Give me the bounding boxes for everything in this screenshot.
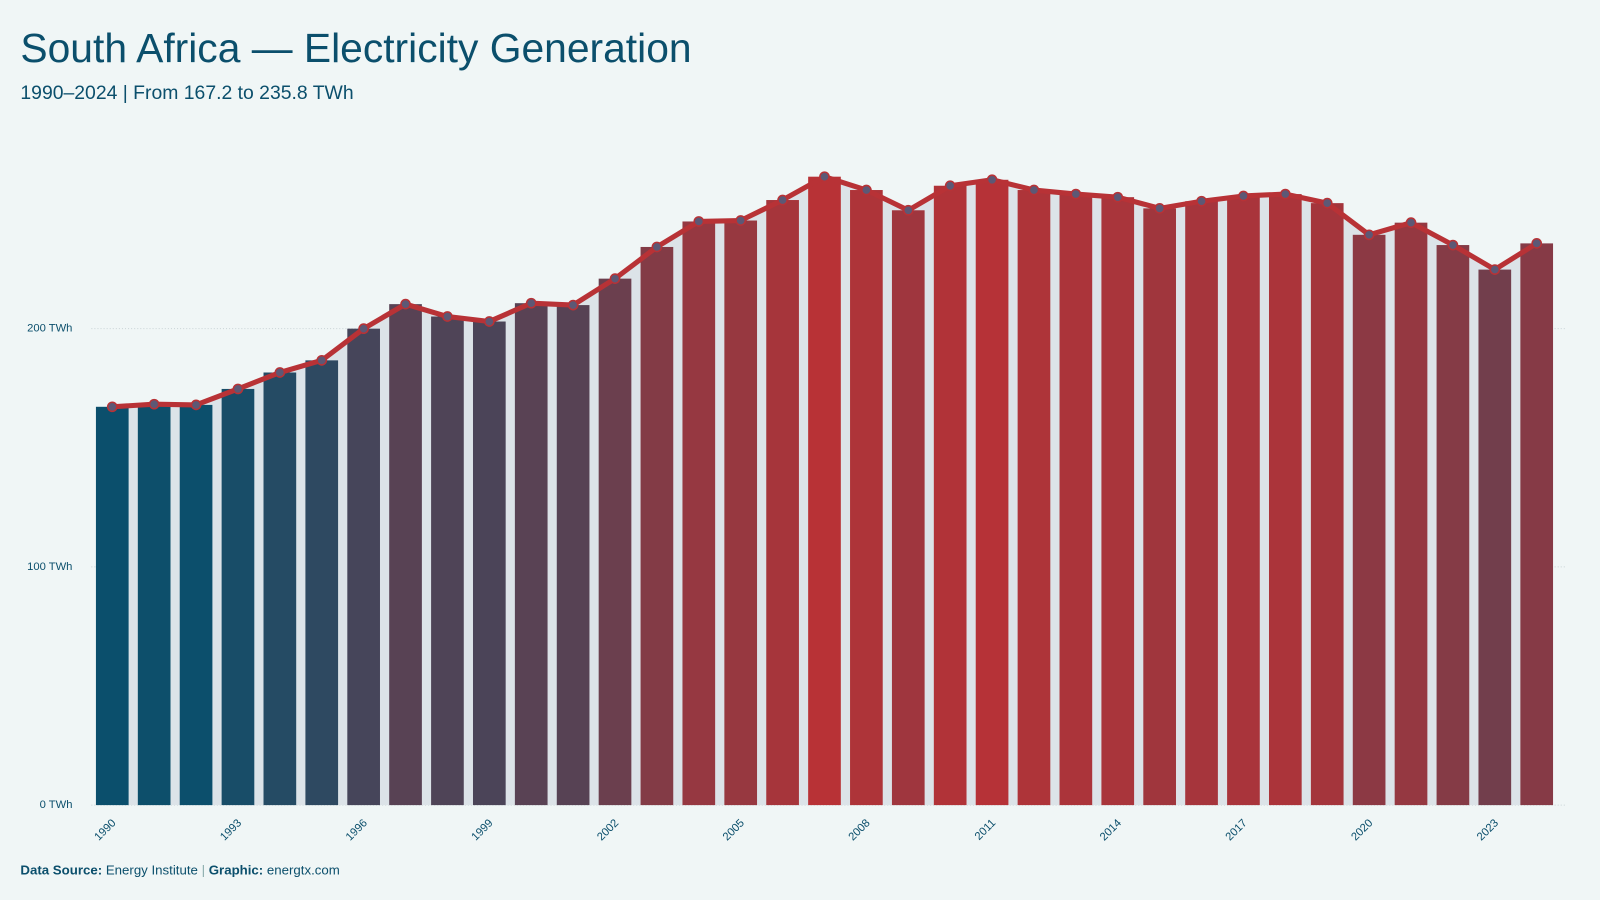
marker bbox=[609, 273, 621, 284]
bar bbox=[347, 328, 380, 806]
x-tick-label: 1996 bbox=[344, 817, 370, 843]
x-tick-label: 2023 bbox=[1475, 817, 1501, 843]
source-label: Data Source: bbox=[20, 862, 102, 877]
y-tick-label: 100 TWh bbox=[27, 561, 72, 573]
bar bbox=[1268, 194, 1302, 806]
bar bbox=[179, 404, 213, 806]
marker bbox=[693, 216, 705, 227]
marker bbox=[861, 184, 872, 196]
bar bbox=[640, 246, 674, 806]
marker bbox=[1363, 229, 1375, 241]
separator: | bbox=[202, 862, 205, 877]
bar bbox=[1478, 269, 1512, 806]
marker bbox=[1405, 217, 1417, 229]
x-tick-label: 2017 bbox=[1224, 817, 1250, 843]
marker bbox=[442, 311, 453, 322]
marker bbox=[819, 171, 830, 183]
marker bbox=[1238, 190, 1249, 202]
bar bbox=[1520, 243, 1554, 806]
bar bbox=[1017, 190, 1051, 806]
x-tick-label: 1990 bbox=[92, 817, 118, 843]
marker bbox=[1070, 188, 1082, 200]
source: Energy Institute bbox=[106, 862, 198, 877]
bar bbox=[933, 185, 967, 806]
marker bbox=[1321, 197, 1333, 209]
bar bbox=[472, 321, 506, 806]
bar bbox=[1143, 208, 1176, 806]
bar bbox=[305, 360, 339, 806]
y-tick-label: 0 TWh bbox=[40, 799, 73, 811]
bar bbox=[1227, 195, 1260, 806]
marker bbox=[902, 204, 914, 216]
bar bbox=[389, 304, 422, 806]
bar bbox=[556, 305, 590, 806]
bar bbox=[95, 406, 129, 806]
graphic: energtx.com bbox=[267, 862, 340, 877]
marker bbox=[1154, 203, 1166, 214]
y-tick-label: 200 TWh bbox=[27, 323, 72, 335]
bar bbox=[808, 176, 841, 806]
marker bbox=[735, 215, 747, 226]
marker bbox=[1112, 191, 1124, 203]
plot-area: 0 TWh 100 TWh 200 TWh 1990 1993 1996 1999 2002 2… bbox=[27, 171, 1566, 843]
bar bbox=[137, 404, 171, 806]
marker bbox=[274, 367, 286, 378]
marker bbox=[232, 383, 244, 395]
bar bbox=[1436, 245, 1470, 806]
marker bbox=[651, 241, 663, 253]
bar bbox=[891, 210, 925, 806]
x-tick-label: 2002 bbox=[595, 817, 621, 843]
bar bbox=[431, 316, 464, 806]
marker bbox=[483, 316, 495, 327]
x-tick-label: 2020 bbox=[1349, 817, 1375, 843]
bar bbox=[263, 372, 297, 806]
marker bbox=[525, 297, 537, 309]
bar bbox=[975, 179, 1009, 806]
marker bbox=[316, 354, 328, 366]
x-tick-label: 2008 bbox=[847, 817, 873, 843]
marker bbox=[777, 194, 788, 206]
bar bbox=[1185, 201, 1218, 806]
marker bbox=[1028, 184, 1040, 196]
bar bbox=[766, 200, 799, 806]
bar bbox=[682, 221, 716, 806]
chart-subtitle: 1990–2024 | From 167.2 to 235.8 TWh bbox=[20, 82, 353, 104]
bar bbox=[850, 190, 883, 806]
x-tick-label: 1993 bbox=[218, 817, 244, 843]
marker bbox=[400, 298, 411, 310]
bar bbox=[221, 388, 255, 806]
marker bbox=[1196, 195, 1207, 207]
marker bbox=[944, 180, 956, 192]
bar bbox=[514, 303, 548, 806]
bar bbox=[1352, 234, 1386, 806]
marker bbox=[190, 399, 202, 411]
marker bbox=[567, 299, 579, 311]
graphic-label: Graphic: bbox=[209, 862, 263, 877]
marker bbox=[986, 174, 998, 186]
bar bbox=[724, 220, 758, 806]
marker bbox=[1531, 238, 1543, 249]
x-tick-label: 1999 bbox=[469, 817, 495, 843]
marker bbox=[1447, 239, 1459, 251]
marker bbox=[148, 398, 160, 410]
bar bbox=[1310, 203, 1344, 806]
footer: Data Source: Energy Institute | Graphic:… bbox=[20, 862, 339, 877]
chart-title: South Africa — Electricity Generation bbox=[20, 25, 691, 71]
x-tick-label: 2011 bbox=[973, 817, 999, 843]
bar bbox=[1394, 222, 1428, 806]
bar bbox=[1101, 197, 1135, 806]
marker bbox=[1279, 188, 1291, 200]
marker bbox=[358, 323, 370, 335]
bar bbox=[1059, 194, 1093, 806]
marker bbox=[1489, 264, 1501, 275]
marker bbox=[106, 401, 118, 413]
bar bbox=[598, 278, 632, 806]
x-tick-label: 2005 bbox=[721, 817, 747, 843]
x-tick-label: 2014 bbox=[1098, 817, 1124, 843]
